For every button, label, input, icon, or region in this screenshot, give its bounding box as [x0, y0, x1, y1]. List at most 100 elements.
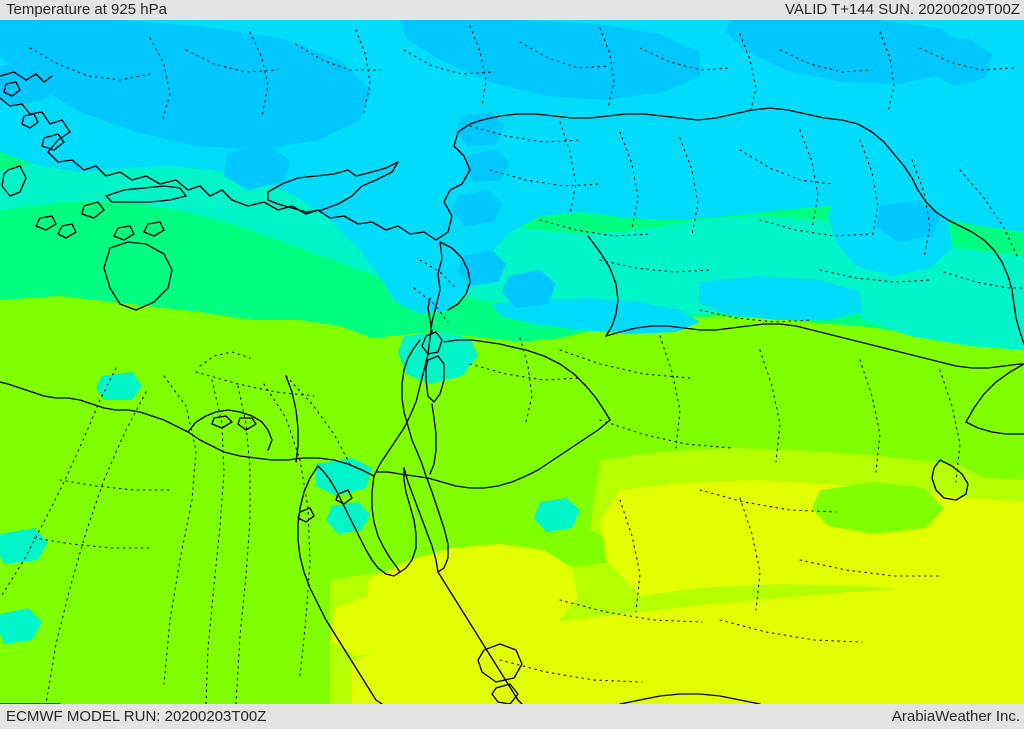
admin-boundary-tr-14 — [879, 31, 895, 113]
island-redsea-2 — [491, 683, 519, 704]
coastline-delta-lagoon-2 — [237, 417, 257, 431]
admin-boundary-iq-6 — [911, 159, 931, 259]
admin-boundary-tr-12 — [739, 33, 757, 115]
admin-boundary-tr-15 — [919, 47, 1015, 71]
lake-sea-of-galilee — [421, 331, 443, 355]
band-blue-patch-ne2 — [928, 38, 992, 86]
island-small-2 — [57, 223, 77, 239]
admin-boundary-tr-10 — [599, 27, 615, 109]
coastline-levant — [373, 241, 443, 477]
band-blue-patch-leb1 — [452, 190, 502, 226]
border-gulf-coast — [965, 421, 1024, 435]
border-turkey-syria — [481, 107, 843, 121]
coastline-turkey-se — [435, 119, 483, 241]
coastline-aegean-mainland — [0, 97, 233, 201]
temperature-contour-map[interactable] — [0, 20, 1024, 704]
band-turquoise-patch-nsaudi — [534, 498, 580, 532]
coastline-nile-delta-detail — [187, 409, 273, 451]
border-saudi-iraq-kuwait — [965, 363, 1024, 423]
coastline-suez-gulf-w — [317, 465, 401, 577]
coastline-aqaba-gulf-e — [417, 453, 449, 573]
admin-boundary-iq-7 — [699, 309, 813, 323]
border-jordan-israel-north — [443, 339, 509, 347]
band-chartreuse-island-se — [812, 482, 944, 534]
lake-dead-sea — [425, 355, 445, 403]
page-title: Temperature at 925 hPa — [6, 1, 167, 18]
admin-boundary-il-2 — [413, 287, 449, 323]
admin-boundary-ir-1 — [959, 169, 1019, 259]
admin-boundary-eg-4 — [195, 371, 315, 397]
border-saudi-south — [619, 693, 761, 704]
admin-boundary-iq-4 — [859, 139, 879, 239]
admin-boundary-iq-2 — [799, 129, 819, 229]
band-turquoise-patch-w3 — [0, 608, 42, 644]
band-blue-patch-syr2 — [464, 150, 510, 182]
island-rhodes — [1, 165, 27, 197]
band-blue-ncentral — [400, 20, 700, 100]
island-small-3 — [113, 225, 135, 241]
island-small-4 — [143, 221, 165, 237]
border-syria-iraq — [587, 235, 619, 337]
band-cyan-jordan-finger — [492, 298, 700, 334]
band-chartreuse — [0, 296, 372, 704]
admin-boundary-sa-8 — [939, 369, 961, 483]
band-blue-patch-syr1 — [456, 112, 504, 146]
admin-boundary-sa-11 — [719, 619, 863, 643]
admin-boundary-sa-9 — [559, 599, 703, 623]
band-blue-patch-iraq — [876, 200, 940, 242]
admin-boundary-iq-3 — [759, 219, 873, 237]
admin-boundary-sy-7 — [599, 259, 713, 273]
border-israel-jordan-egypt — [375, 471, 429, 479]
river-jordan-2 — [429, 403, 437, 475]
border-lebanon-syria — [439, 241, 471, 311]
admin-boundary-sy-5 — [539, 219, 653, 237]
border-syria-jordan-iraq — [605, 323, 1024, 369]
admin-boundary-eg-10 — [33, 537, 151, 549]
admin-boundary-layer — [0, 25, 1024, 704]
island-aegean-1 — [3, 81, 21, 97]
admin-boundary-tr-13 — [779, 49, 873, 73]
river-jordan-1 — [427, 297, 433, 333]
border-israel-egypt — [401, 339, 421, 455]
border-jordan-saudi — [507, 345, 611, 421]
coastline-redsea-west — [297, 465, 383, 704]
admin-boundary-eg-5 — [235, 385, 251, 704]
island-small-1 — [35, 215, 57, 231]
coastline-egypt-nile-valley — [285, 375, 299, 463]
admin-boundary-sy-6 — [679, 137, 699, 235]
contour-fill-layer — [0, 20, 1024, 704]
coastline-redsea-west-detail2 — [335, 489, 353, 505]
coastline-suez-gulf-e — [399, 467, 417, 573]
band-chartreuse-island-se2 — [954, 430, 1024, 480]
admin-boundary-sa-12 — [499, 659, 643, 683]
admin-boundary-sa-4 — [759, 349, 781, 463]
band-blue-nw — [0, 20, 372, 150]
admin-boundary-sa-10 — [619, 499, 641, 613]
admin-boundary-iq-5 — [819, 269, 933, 283]
admin-boundary-eg-9 — [59, 479, 173, 491]
admin-boundary-ir-2 — [943, 271, 1024, 289]
island-aegean-2 — [21, 113, 39, 129]
admin-boundary-sa-6 — [859, 359, 881, 473]
admin-boundary-sa-13 — [739, 497, 761, 611]
map-viewport[interactable] — [0, 20, 1024, 704]
admin-boundary-jo-1 — [469, 363, 581, 381]
band-yellow-nile-lobe — [330, 592, 428, 656]
admin-boundary-sa-3 — [599, 419, 733, 449]
coastline-arabian-gulf — [931, 459, 969, 501]
border-turkey-iraq-iran — [841, 119, 1024, 345]
coastline-turkey-south — [231, 199, 437, 241]
band-blue-patch-jor — [502, 270, 556, 308]
band-blue-ne — [726, 20, 968, 84]
admin-boundary-eg-6 — [263, 383, 311, 677]
admin-boundary-tr-8 — [469, 25, 487, 107]
admin-boundary-eg-2 — [205, 379, 225, 704]
band-blue-patch-cyprusN — [224, 146, 290, 190]
coastline-redsea-east — [437, 571, 523, 704]
admin-boundary-tr-11 — [639, 47, 731, 71]
island-crete — [105, 185, 187, 203]
island-redsea-1 — [477, 643, 523, 683]
admin-boundary-eg-8 — [0, 367, 117, 599]
coastline-turkey-north — [0, 71, 53, 83]
admin-boundary-sy-3 — [489, 169, 603, 187]
